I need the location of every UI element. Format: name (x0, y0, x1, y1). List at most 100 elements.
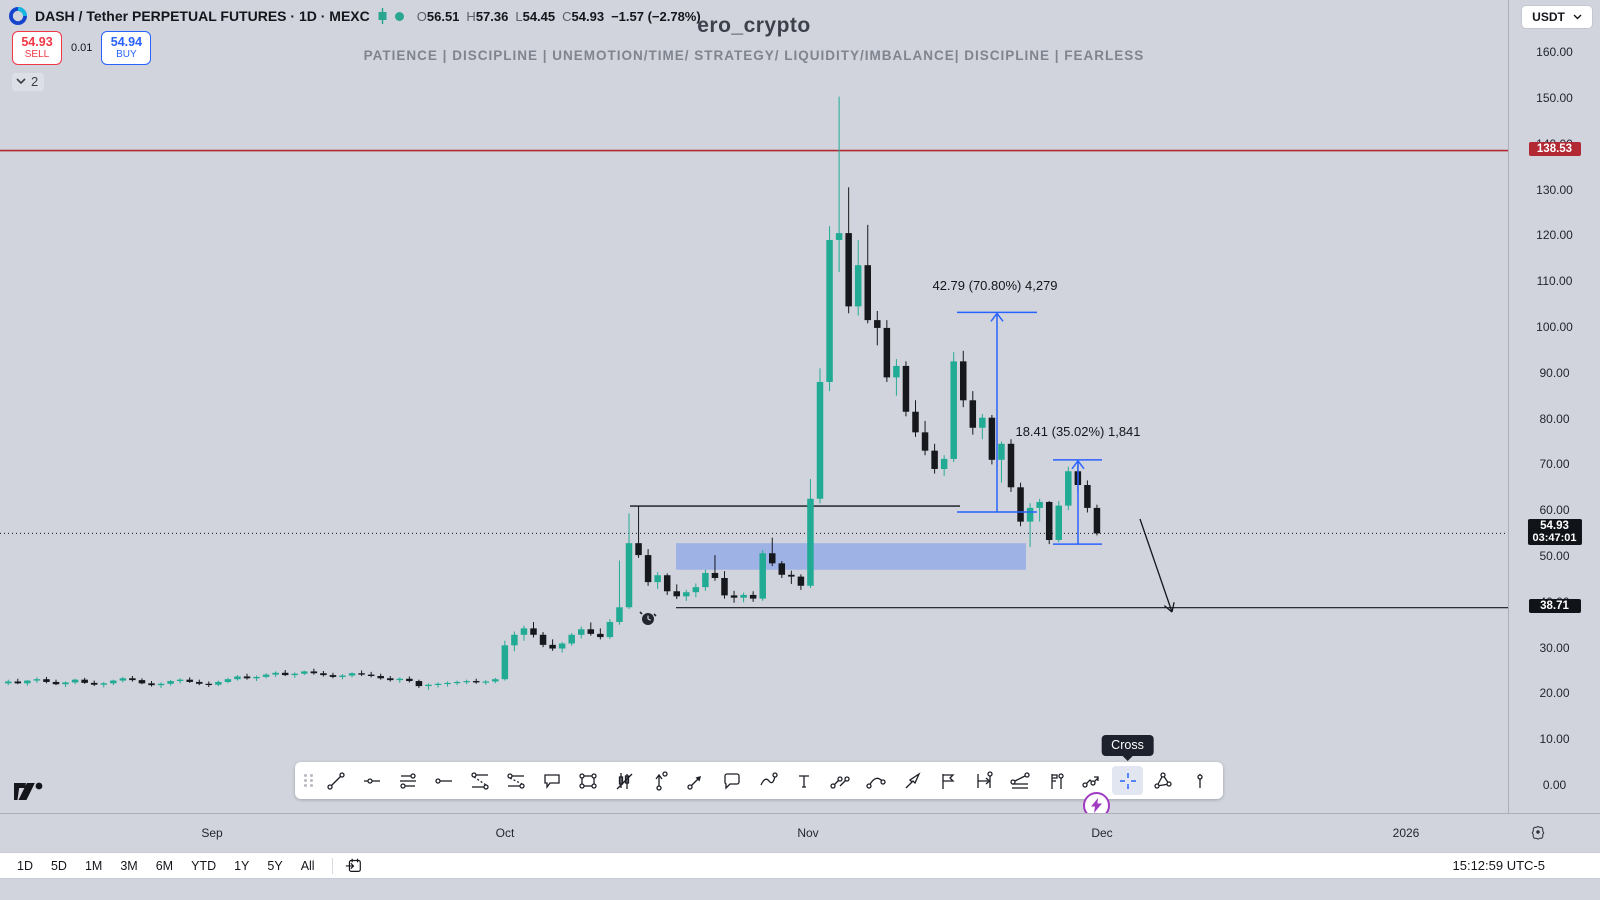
price-tick: 70.00 (1539, 457, 1570, 472)
flag-icon (941, 773, 955, 789)
comment-tool-button[interactable] (716, 766, 747, 795)
divider (331, 857, 333, 874)
price-tick: 20.00 (1539, 686, 1570, 701)
curve-tool-button[interactable] (860, 766, 891, 795)
price-tick: 50.00 (1539, 549, 1570, 563)
brush-tool-button[interactable] (752, 766, 783, 795)
price-tick: 100.00 (1536, 320, 1573, 334)
currency-selector[interactable]: USDT (1522, 6, 1592, 28)
curve-icon (865, 777, 886, 789)
spread-value: 0.01 (71, 42, 93, 54)
chart-canvas[interactable]: ero_crypto PATIENCE | DISCIPLINE | UNEMO… (0, 0, 1508, 813)
session-clock[interactable]: 15:12:59 UTC-5 (1452, 858, 1546, 873)
text-tool-button[interactable] (788, 766, 819, 795)
chart-header: DASH / Tether PERPETUAL FUTURES · 1D · M… (8, 6, 701, 26)
range-all-button[interactable]: All (300, 858, 315, 873)
candle-style-icon[interactable] (377, 8, 388, 24)
range-1m-button[interactable]: 1M (84, 858, 103, 873)
parallel-channel-tool-button[interactable] (392, 766, 423, 795)
range-5d-button[interactable]: 5D (50, 858, 67, 873)
demand-zone (676, 543, 1026, 570)
callout-tool-button[interactable] (536, 766, 567, 795)
exchange-logo-icon[interactable] (8, 6, 28, 26)
lightning-icon (1091, 798, 1102, 813)
arrow-tool-button[interactable] (896, 766, 927, 795)
symbol-title[interactable]: DASH / Tether PERPETUAL FUTURES · 1D · M… (35, 8, 370, 24)
crossed-lines-tool-button[interactable] (824, 766, 855, 795)
flag-tool-button[interactable] (932, 766, 963, 795)
range-ytd-button[interactable]: YTD (191, 858, 217, 873)
price-tick: 80.00 (1539, 411, 1570, 426)
horizontal-ray-icon (434, 777, 452, 784)
trend-based-fib-tool-button[interactable] (500, 766, 531, 795)
trend-line-tool-button[interactable] (320, 766, 351, 795)
rectangle-tool-button[interactable] (572, 766, 603, 795)
time-tick: 2026 (1392, 826, 1420, 840)
brush-icon (759, 771, 778, 785)
price-tick: 30.00 (1539, 640, 1570, 655)
time-tick: Oct (495, 826, 515, 840)
range-1d-button[interactable]: 1D (17, 858, 33, 873)
price-tick: 10.00 (1539, 732, 1570, 747)
price-change: −1.57 (−2.78%) (611, 8, 701, 24)
projection-arrow (1139, 518, 1173, 613)
tradingview-logo[interactable] (11, 782, 44, 807)
bar-pattern-icon (616, 772, 632, 789)
trend-arrow-tool-button[interactable] (680, 766, 711, 795)
vertical-arrow-tool-button[interactable] (644, 766, 675, 795)
bar-pattern-tool-button[interactable] (608, 766, 639, 795)
time-tick: Sep (201, 826, 223, 840)
date-range-icon (976, 770, 993, 788)
footer-strip (0, 880, 1600, 900)
price-badge: 138.53 (1528, 142, 1581, 157)
ohlc-readout: O56.51 H57.36 L54.45 C54.93 −1.57 (−2.78… (416, 8, 701, 24)
price-tick: 120.00 (1536, 228, 1573, 243)
time-axis[interactable]: Sep Oct Nov Dec 2026 (0, 813, 1600, 852)
market-status-icon[interactable] (394, 11, 404, 21)
range-5y-button[interactable]: 5Y (267, 858, 283, 873)
zigzag-icon (1081, 775, 1099, 788)
gear-icon[interactable] (1528, 822, 1548, 842)
range-6m-button[interactable]: 6M (155, 858, 174, 873)
zigzag-tool-button[interactable] (1076, 766, 1107, 795)
arrow-icon (905, 771, 921, 788)
sell-button[interactable]: 54.93 SELL (12, 31, 62, 65)
xabcd-pattern-tool-button[interactable] (1148, 766, 1179, 795)
chevron-down-icon (1573, 14, 1582, 20)
vertical-line-tool-button[interactable] (1184, 766, 1215, 795)
buy-button[interactable]: 54.94 BUY (101, 31, 152, 65)
tool-tooltip: Cross (1101, 735, 1154, 756)
time-tick: Nov (797, 826, 819, 840)
rectangle-icon (578, 772, 597, 789)
price-tick: 90.00 (1539, 365, 1570, 380)
parallel-channel-icon (399, 772, 416, 789)
horizontal-ray-tool-button[interactable] (428, 766, 459, 795)
vertical-line-icon (1196, 773, 1203, 788)
regression-trend-icon (1009, 771, 1030, 789)
fib-retracement-icon (470, 771, 489, 790)
range-1y-button[interactable]: 1Y (234, 858, 250, 873)
drawing-toolbar: Cross (295, 735, 1223, 799)
price-axis[interactable]: USDT 0.0010.0020.0030.0040.0050.0060.007… (1508, 0, 1600, 813)
go-to-date-button[interactable] (341, 855, 367, 877)
forecast-tool-button[interactable] (1040, 766, 1071, 795)
range-3m-button[interactable]: 3M (120, 858, 138, 873)
object-count: 2 (31, 74, 39, 89)
regression-trend-tool-button[interactable] (1004, 766, 1035, 795)
time-tick: Dec (1091, 826, 1113, 840)
date-range-tool-button[interactable] (968, 766, 999, 795)
horizontal-line-tool-button[interactable] (356, 766, 387, 795)
toolbar-drag-handle[interactable] (303, 771, 315, 791)
candlestick-chart[interactable]: 42.79 (70.80%) 4,279 18.41 (35.02%) 1,841 (0, 0, 1508, 813)
fib-retracement-tool-button[interactable] (464, 766, 495, 795)
alarm-clock-icon (639, 611, 657, 625)
price-tick: 130.00 (1536, 182, 1573, 197)
horizontal-line-icon (363, 777, 380, 784)
crossed-lines-icon (829, 775, 850, 789)
price-badge: 54.93 03:47:01 (1527, 519, 1582, 546)
cross-tool-button[interactable]: Cross (1101, 735, 1154, 795)
quick-action-lightning-button[interactable] (1083, 792, 1110, 813)
candles (5, 96, 1101, 690)
measure-label: 42.79 (70.80%) 4,279 (932, 278, 1057, 293)
object-tree-toggle[interactable]: 2 (12, 73, 45, 91)
